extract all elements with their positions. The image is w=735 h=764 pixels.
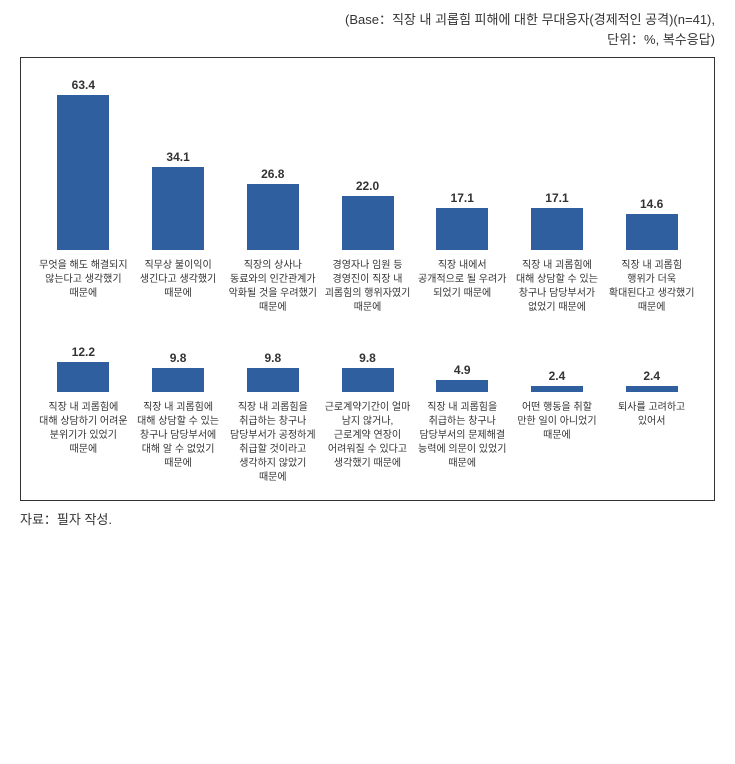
- bar-label: 직장 내 괴롭힘을 취급하는 창구나 담당부서가 공정하게 취급할 것이라고 생…: [225, 397, 320, 485]
- bar: [342, 196, 394, 250]
- bar-item: 9.8: [225, 351, 320, 392]
- bar-value: 22.0: [356, 179, 379, 193]
- bar-item: 9.8: [131, 351, 226, 392]
- bar-item: 26.8: [225, 167, 320, 250]
- footer-source: 자료：필자 작성.: [20, 509, 715, 528]
- bar-label: 근로계약기간이 얼마 남지 않거나, 근로계약 연장이 어려워질 수 있다고 생…: [320, 397, 415, 471]
- bar: [152, 167, 204, 250]
- bar-value: 17.1: [545, 191, 568, 205]
- bar-value: 26.8: [261, 167, 284, 181]
- bar-label: 경영자나 임원 등 경영진이 직장 내 괴롭힘의 행위자였기 때문에: [320, 255, 415, 315]
- header-caption: (Base：직장 내 괴롭힘 피해에 대한 무대응자(경제적인 공격)(n=41…: [20, 10, 715, 49]
- bar: [436, 208, 488, 250]
- bar-value: 14.6: [640, 197, 663, 211]
- bar-item: 2.4: [604, 369, 699, 392]
- bar: [531, 386, 583, 392]
- chart-row-2-bars: 12.2 9.8 9.8 9.8 4.9 2.4 2.4: [36, 345, 699, 392]
- bar-value: 34.1: [166, 150, 189, 164]
- bar: [57, 95, 109, 250]
- bar: [342, 368, 394, 392]
- bar: [152, 368, 204, 392]
- bar-label: 무엇을 해도 해결되지 않는다고 생각했기 때문에: [36, 255, 131, 301]
- bar: [436, 380, 488, 392]
- bar: [626, 386, 678, 392]
- bar-item: 14.6: [604, 197, 699, 250]
- bar-label: 직장 내 괴롭힘에 대해 상담하기 어려운 분위기가 있었기 때문에: [36, 397, 131, 457]
- bar: [247, 184, 299, 250]
- bar: [626, 214, 678, 250]
- chart-row-1-labels: 무엇을 해도 해결되지 않는다고 생각했기 때문에직무상 불이익이 생긴다고 생…: [36, 255, 699, 315]
- bar-label: 어떤 행동을 취할 만한 일이 아니었기 때문에: [510, 397, 605, 443]
- bar-item: 2.4: [510, 369, 605, 392]
- bar: [531, 208, 583, 250]
- bar-item: 34.1: [131, 150, 226, 250]
- bar-label: 직장 내 괴롭힘을 취급하는 창구나 담당부서의 문제해결 능력에 의문이 있었…: [415, 397, 510, 471]
- bar-value: 2.4: [643, 369, 660, 383]
- bar-label: 직장 내 괴롭힘에 대해 상담할 수 있는 창구나 담당부서가 없었기 때문에: [510, 255, 605, 315]
- bar-value: 2.4: [549, 369, 566, 383]
- chart-container: 63.4 34.1 26.8 22.0 17.1 17.1 14.6 무엇을 해도 해결되지…: [20, 57, 715, 501]
- bar-label: 직장의 상사나 동료와의 인간관계가 악화될 것을 우려했기 때문에: [225, 255, 320, 315]
- bar-value: 9.8: [359, 351, 376, 365]
- bar-label: 직장 내에서 공개적으로 될 우려가 되었기 때문에: [415, 255, 510, 301]
- header-line1: (Base：직장 내 괴롭힘 피해에 대한 무대응자(경제적인 공격)(n=41…: [345, 12, 715, 27]
- chart-row-1-bars: 63.4 34.1 26.8 22.0 17.1 17.1 14.6: [36, 78, 699, 250]
- bar-item: 4.9: [415, 363, 510, 392]
- header-line2: 단위：%, 복수응답): [607, 32, 715, 47]
- chart-row-2-labels: 직장 내 괴롭힘에 대해 상담하기 어려운 분위기가 있었기 때문에직장 내 괴…: [36, 397, 699, 485]
- bar-item: 12.2: [36, 345, 131, 392]
- bar-label: 직무상 불이익이 생긴다고 생각했기 때문에: [131, 255, 226, 301]
- bar-value: 12.2: [72, 345, 95, 359]
- bar: [247, 368, 299, 392]
- bar-label: 직장 내 괴롭힘 행위가 더욱 확대된다고 생각했기 때문에: [604, 255, 699, 315]
- bar-value: 17.1: [451, 191, 474, 205]
- bar-label: 직장 내 괴롭힘에 대해 상담할 수 있는 창구나 담당부서에 대해 알 수 없…: [131, 397, 226, 471]
- bar-item: 9.8: [320, 351, 415, 392]
- bar-item: 22.0: [320, 179, 415, 250]
- bar-value: 9.8: [170, 351, 187, 365]
- bar-item: 17.1: [415, 191, 510, 250]
- bar-value: 4.9: [454, 363, 471, 377]
- bar-value: 63.4: [72, 78, 95, 92]
- bar: [57, 362, 109, 392]
- bar-item: 17.1: [510, 191, 605, 250]
- bar-label: 퇴사를 고려하고 있어서: [604, 397, 699, 429]
- bar-value: 9.8: [264, 351, 281, 365]
- bar-item: 63.4: [36, 78, 131, 250]
